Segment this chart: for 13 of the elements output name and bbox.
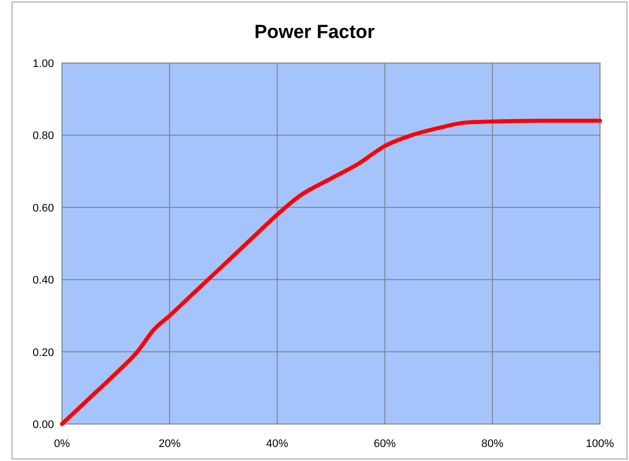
y-tick-label: 0.60 [32,202,54,214]
y-tick-label: 1.00 [32,58,54,70]
y-tick-label: 0.20 [32,346,54,359]
x-tick-label: 40% [266,438,288,450]
x-tick-label: 0% [54,438,70,450]
x-tick-label: 20% [158,438,181,450]
y-tick-label: 0.40 [32,274,54,287]
chart-title: Power Factor [254,22,376,43]
x-tick-label: 80% [481,438,504,450]
y-tick-label: 0.80 [32,130,54,142]
x-tick-label: 100% [586,438,614,450]
x-tick-label: 60% [374,438,396,450]
y-tick-label: 0.00 [32,419,54,431]
